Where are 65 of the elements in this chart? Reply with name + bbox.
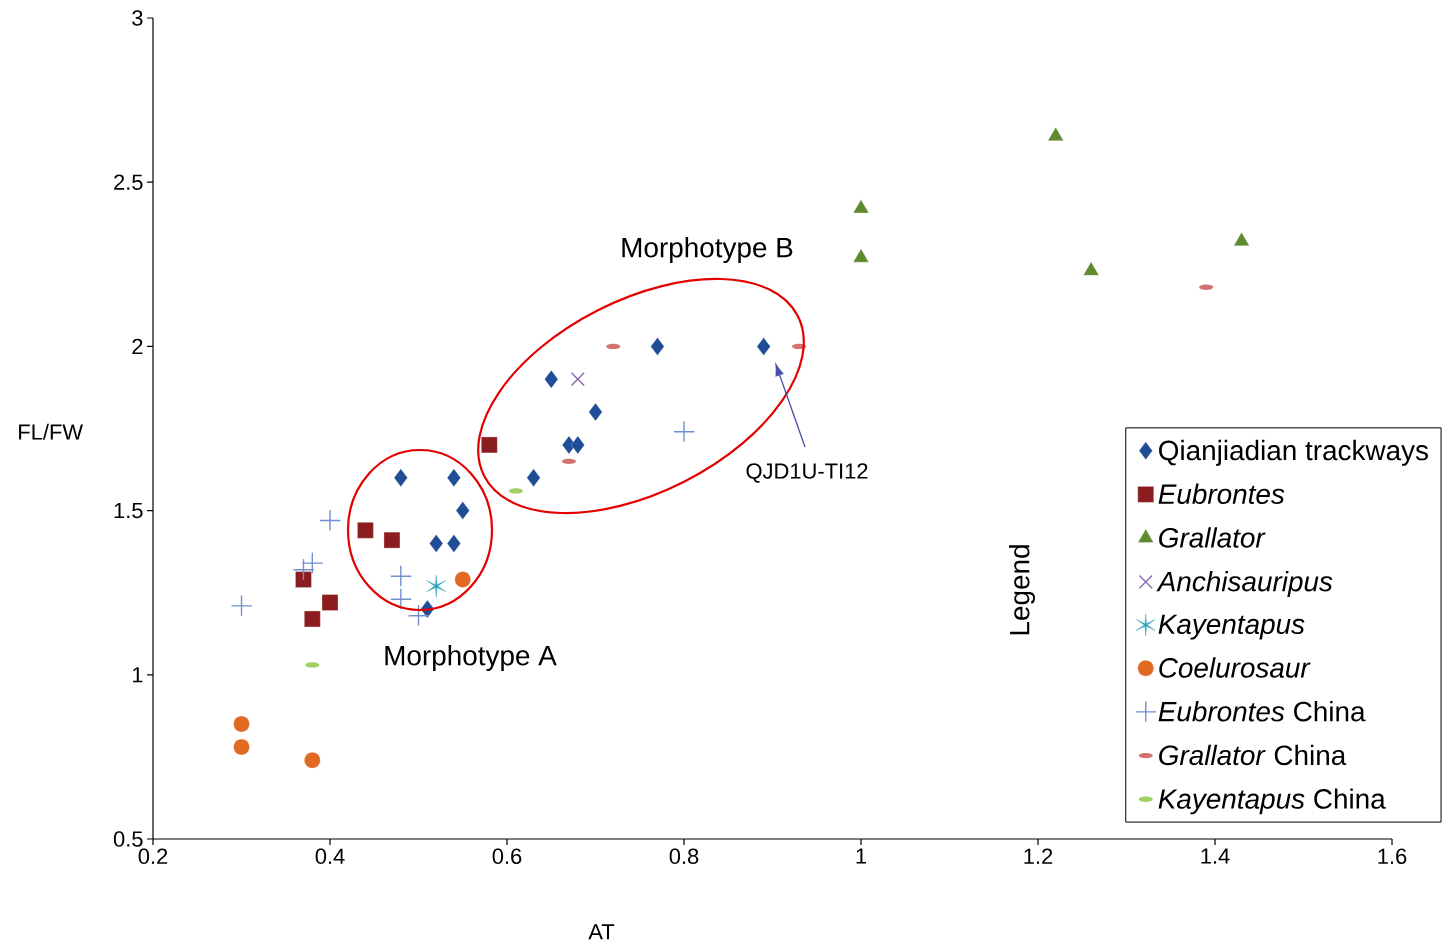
point — [853, 248, 869, 263]
point — [1083, 261, 1100, 276]
point — [357, 522, 374, 539]
legend-label: Coelurosaur — [1159, 657, 1311, 678]
point — [233, 738, 250, 756]
point — [426, 574, 446, 598]
y-tick-label: 3 — [132, 10, 143, 26]
y-tick-label: 1.5 — [114, 502, 143, 519]
x-tick-label: 1.2 — [1024, 848, 1053, 864]
x-tick-label: 0.2 — [138, 848, 168, 865]
legend-title: Legend — [1009, 545, 1036, 635]
point — [1047, 127, 1064, 141]
point — [390, 565, 412, 587]
point — [295, 571, 312, 588]
point — [853, 199, 869, 214]
x-tick-label: 0.8 — [669, 848, 699, 865]
point — [304, 752, 321, 769]
y-tick-label: 2 — [132, 338, 143, 355]
point — [454, 571, 471, 588]
x-axis-title: AT — [588, 924, 615, 940]
point — [756, 337, 771, 356]
legend-label: Kayentapus China — [1158, 788, 1386, 815]
legend-label: Qianjiadian trackways — [1159, 439, 1428, 466]
annotation: QJD1U-TI12 — [746, 463, 868, 483]
x-tick-label: 1.6 — [1378, 848, 1407, 865]
point — [526, 468, 541, 487]
point — [570, 372, 585, 387]
point — [292, 559, 315, 581]
x-tick-label: 0.4 — [315, 848, 345, 865]
point — [429, 534, 444, 553]
point — [570, 435, 585, 455]
point — [544, 370, 559, 389]
x-tick-label: 0.6 — [492, 848, 522, 865]
legend-label: Eubrontes — [1158, 483, 1285, 505]
legend-label: Grallator China — [1159, 744, 1347, 766]
y-tick-label: 1 — [132, 667, 143, 683]
annotation: Morphotype B — [622, 237, 793, 263]
point — [481, 436, 498, 454]
point — [407, 604, 430, 627]
point — [588, 402, 603, 422]
point — [301, 552, 324, 574]
point — [230, 595, 253, 617]
legend-label: Eubrontes China — [1158, 701, 1366, 722]
y-axis-title: FL/FW — [19, 423, 83, 440]
point — [321, 594, 339, 611]
point — [233, 715, 250, 733]
point — [447, 468, 461, 487]
point — [673, 421, 695, 443]
x-tick-label: 1 — [856, 848, 867, 864]
legend-label: Grallator — [1159, 527, 1266, 548]
x-tick-label: 1.4 — [1201, 848, 1230, 864]
point — [447, 534, 461, 553]
point — [319, 509, 341, 532]
point — [304, 610, 321, 628]
point — [1233, 232, 1250, 246]
annotation: Morphotype A — [385, 645, 557, 671]
point — [393, 468, 408, 487]
y-tick-label: 2.5 — [114, 174, 143, 190]
legend-label: Anchisauripus — [1156, 570, 1333, 597]
y-tick-label: 0.5 — [113, 831, 143, 847]
point — [650, 337, 665, 356]
point — [383, 532, 401, 549]
legend-label: Kayentapus — [1158, 614, 1305, 640]
point — [390, 588, 412, 610]
point — [455, 501, 470, 520]
